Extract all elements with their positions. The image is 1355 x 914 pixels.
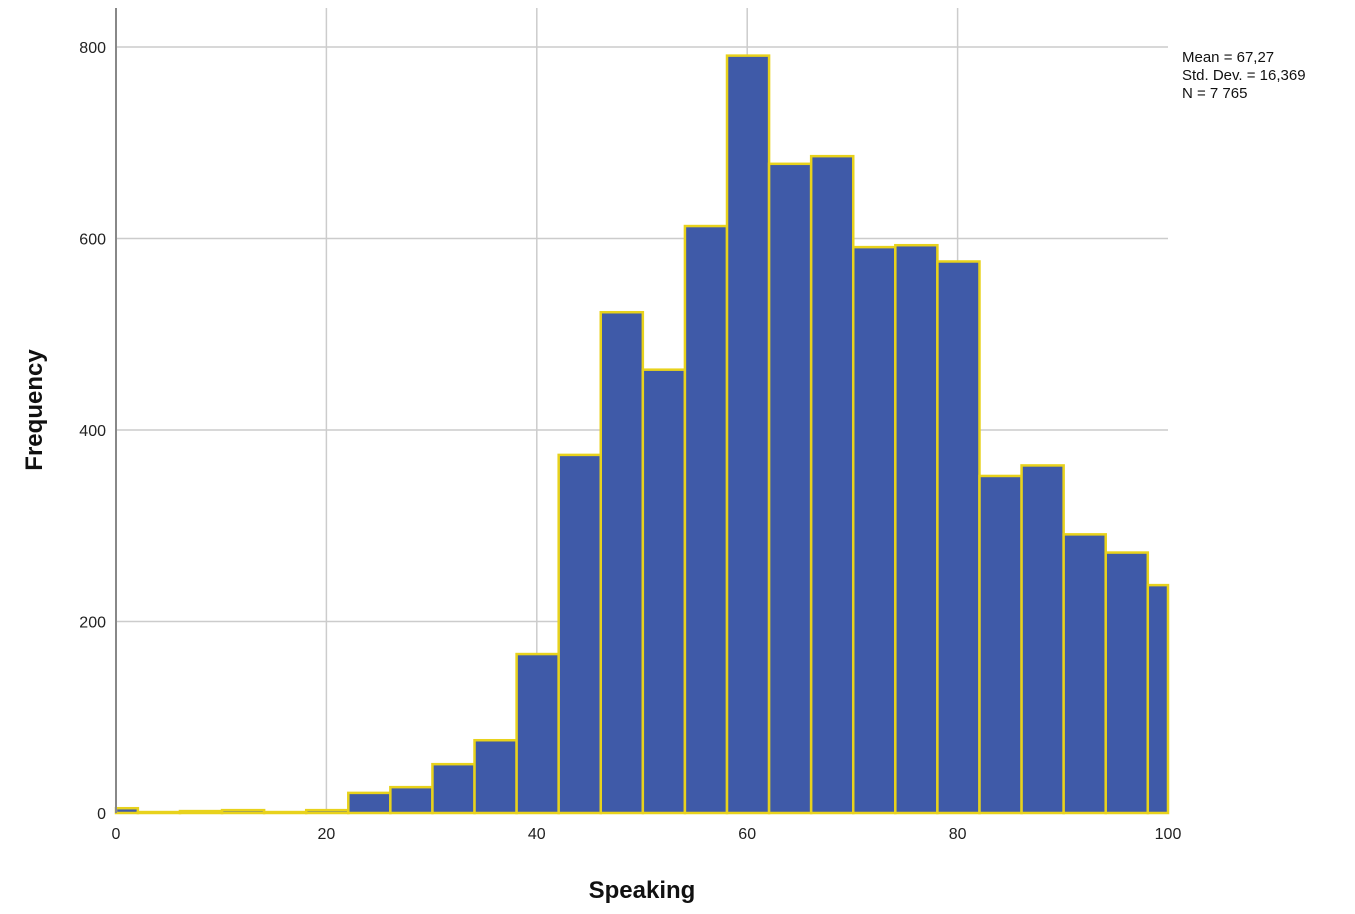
histogram-bar <box>1020 464 1065 815</box>
x-tick-label: 20 <box>318 826 336 843</box>
histogram-bar <box>1062 533 1107 815</box>
y-axis-title: Frequency <box>21 349 48 471</box>
y-tick-label: 0 <box>97 806 106 823</box>
histogram-bar <box>178 809 224 815</box>
histogram-bar <box>1146 583 1170 815</box>
histogram-bar <box>347 791 392 815</box>
histogram-bar <box>262 810 308 815</box>
labels-layer: 0 200 400 600 800 0 20 40 60 80 100 <box>79 40 1181 843</box>
y-tick-label: 400 <box>79 423 106 440</box>
x-tick-label: 100 <box>1155 826 1182 843</box>
stats-n: N = 7 765 <box>1182 85 1247 102</box>
x-axis-title: Speaking <box>589 877 696 904</box>
y-tick-label: 600 <box>79 232 106 249</box>
stats-box: Mean = 67,27 Std. Dev. = 16,369 N = 7 76… <box>1182 49 1306 102</box>
histogram-bar <box>557 453 603 815</box>
histogram-bar <box>1104 551 1150 815</box>
histogram-bar <box>725 54 771 815</box>
stats-std-dev: Std. Dev. = 16,369 <box>1182 67 1306 84</box>
histogram-bar <box>936 260 981 815</box>
histogram-bar <box>473 738 518 815</box>
histogram-bar <box>809 154 855 815</box>
x-tick-label: 40 <box>528 826 546 843</box>
x-tick-label: 80 <box>949 826 967 843</box>
bars-layer <box>114 54 1170 815</box>
x-tick-label: 60 <box>738 826 756 843</box>
x-tick-label: 0 <box>112 826 121 843</box>
stats-mean: Mean = 67,27 <box>1182 49 1274 66</box>
histogram-bar <box>641 368 687 815</box>
y-tick-label: 800 <box>79 40 106 57</box>
histogram-bar <box>304 808 350 815</box>
histogram-bar <box>894 243 939 815</box>
histogram-bar <box>431 762 476 815</box>
histogram-bar <box>220 808 266 815</box>
y-tick-label: 200 <box>79 615 106 632</box>
histogram-bar <box>136 810 182 815</box>
histogram-bar <box>389 785 434 815</box>
histogram-bar <box>114 806 140 815</box>
histogram-bar <box>515 652 560 815</box>
histogram-bar <box>683 224 729 815</box>
histogram-bar <box>767 162 813 815</box>
histogram-bar <box>599 310 645 815</box>
histogram-bar <box>978 474 1023 815</box>
histogram-bar <box>851 245 897 815</box>
